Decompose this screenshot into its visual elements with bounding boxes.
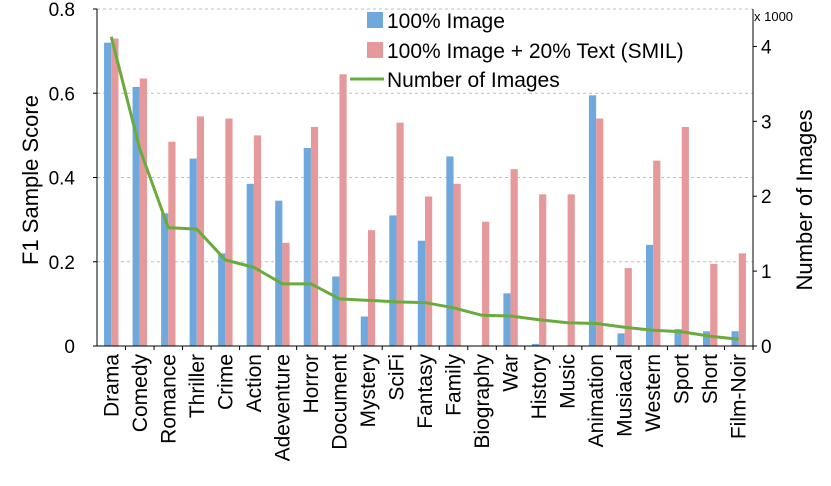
category-label: Animation: [585, 354, 608, 447]
bar-image: [104, 42, 112, 346]
category-label: Mystery: [357, 354, 380, 428]
bar-image: [588, 95, 597, 346]
bar-image: [617, 333, 625, 346]
category-label: Comedy: [129, 354, 152, 433]
bar-smil: [710, 263, 718, 346]
bar-smil: [282, 242, 290, 346]
category-label: Horror: [300, 354, 323, 414]
bar-smil: [539, 194, 547, 346]
bar-image: [674, 329, 682, 346]
category-label: Adeventure: [271, 354, 294, 461]
right-tick-label: 3: [761, 112, 772, 133]
category-label: Drama: [100, 354, 123, 417]
bar-image: [332, 276, 340, 346]
legend-swatch-image: [367, 12, 383, 28]
bar-image: [275, 200, 283, 346]
gridlines: [97, 8, 753, 263]
bar-smil: [738, 253, 746, 346]
category-label: SciFi: [385, 354, 408, 401]
right-tick-label: 2: [761, 187, 772, 208]
legend-label-image: 100% Image: [387, 10, 505, 33]
category-label: War: [500, 354, 523, 392]
bar-smil: [510, 169, 518, 346]
bar-image: [189, 158, 197, 346]
bar-image: [303, 148, 311, 346]
category-label: Biography: [471, 354, 494, 449]
bar-smil: [596, 118, 604, 347]
category-label: Action: [243, 354, 266, 412]
category-label: Sport: [671, 354, 694, 404]
right-axis-multiplier: x 1000: [754, 9, 793, 24]
bar-image: [389, 215, 397, 346]
bar-image: [417, 240, 425, 346]
bar-smil: [367, 230, 376, 346]
right-tick-label: 0: [761, 337, 772, 358]
bar-smil: [681, 126, 689, 346]
bar-image: [360, 316, 368, 346]
bar-smil: [653, 160, 661, 346]
category-label: Family: [443, 354, 466, 416]
bar-smil: [482, 221, 490, 346]
category-label: Music: [557, 354, 580, 409]
count-line: [109, 36, 739, 341]
category-label: Western: [642, 354, 665, 432]
bar-smil: [168, 141, 176, 346]
bar-smil: [253, 135, 262, 346]
tick-labels: 0 0.2 0.4 0.6 0.8 0 1 2 3 4: [49, 0, 772, 358]
category-label: Short: [699, 354, 722, 404]
bar-image: [703, 331, 711, 346]
bar-smil: [139, 78, 147, 346]
bar-image: [218, 253, 226, 346]
bar-smil: [396, 122, 404, 346]
bar-smil: [111, 38, 119, 347]
bar-smil: [310, 126, 319, 346]
bar-smil: [339, 74, 347, 346]
category-label: Thriller: [186, 354, 209, 418]
right-tick-label: 1: [761, 262, 772, 283]
category-label: History: [528, 354, 551, 420]
bar-image: [645, 244, 654, 346]
left-tick-label: 0.8: [49, 0, 75, 21]
bar-image: [161, 213, 169, 346]
right-axis-title: Number of Images: [792, 110, 817, 291]
bar-smil: [567, 194, 575, 346]
legend-swatch-smil: [367, 42, 383, 58]
left-tick-label: 0: [64, 337, 75, 358]
left-tick-label: 0.6: [49, 84, 75, 105]
legend-label-count: Number of Images: [387, 69, 560, 92]
legend: 100% Image 100% Image + 20% Text (SMIL) …: [350, 10, 684, 92]
right-tick-label: 4: [761, 37, 772, 58]
category-label: Musiacal: [614, 354, 637, 437]
axes: [93, 8, 757, 350]
category-label: Romance: [157, 354, 180, 444]
legend-label-smil: 100% Image + 20% Text (SMIL): [387, 40, 684, 63]
bar-smil: [624, 268, 632, 346]
bar-smil: [425, 196, 433, 346]
bar-image: [503, 293, 511, 346]
bar-image: [531, 343, 540, 346]
category-label: Crime: [214, 354, 237, 410]
category-label: Film-Noir: [728, 354, 751, 439]
bar-smil: [453, 183, 461, 346]
category-label: Fantasy: [414, 354, 437, 429]
left-axis-title: F1 Sample Score: [18, 95, 43, 265]
left-tick-label: 0.2: [49, 253, 75, 274]
bar-image: [132, 86, 140, 347]
line-number-of-images: [109, 36, 739, 341]
left-tick-label: 0.4: [49, 169, 76, 190]
bar-image: [446, 156, 454, 346]
category-labels: Drama Comedy Romance Thriller Crime Action Ade…: [100, 354, 750, 462]
category-label: Document: [328, 354, 351, 450]
bar-smil: [225, 118, 233, 347]
